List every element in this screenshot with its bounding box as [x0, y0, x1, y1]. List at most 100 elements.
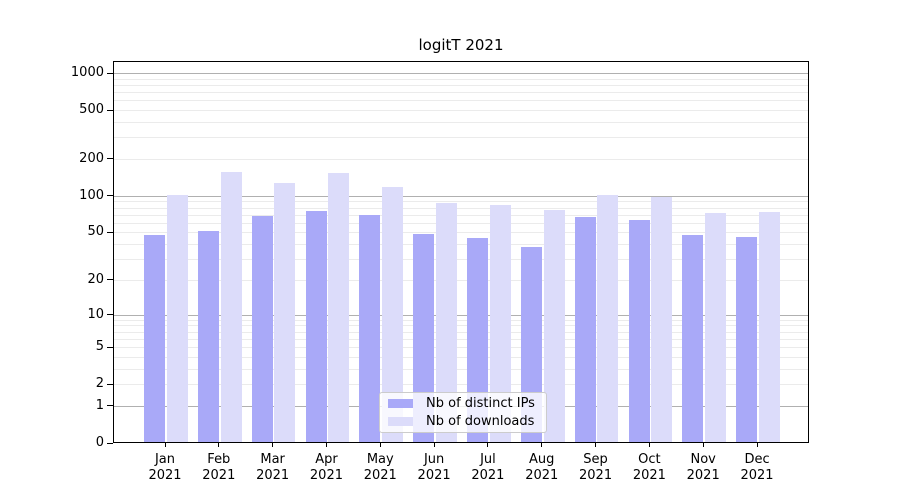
- x-tick-label-line: Jan: [154, 452, 176, 467]
- bar-distinct-ips: [628, 220, 650, 442]
- minor-gridline: [114, 78, 808, 80]
- plot-area: Nb of distinct IPs Nb of downloads: [113, 61, 809, 443]
- bar-downloads: [382, 186, 404, 442]
- y-tick-mark: [107, 383, 113, 385]
- y-tick-mark: [107, 346, 113, 348]
- bar-downloads: [758, 212, 780, 442]
- minor-gridline: [114, 368, 808, 370]
- x-tick-mark: [756, 443, 758, 447]
- bar-downloads: [328, 172, 350, 442]
- bar-distinct-ips: [467, 238, 489, 442]
- x-tick-mark: [541, 443, 543, 447]
- minor-gridline: [114, 110, 808, 112]
- y-tick-label: 1000: [70, 65, 104, 80]
- x-tick-label: Oct 2021: [621, 452, 677, 483]
- y-tick-mark: [107, 109, 113, 111]
- bar-downloads: [489, 204, 511, 442]
- y-tick-label: 500: [79, 102, 104, 118]
- bar-distinct-ips: [198, 231, 220, 442]
- minor-gridline: [114, 232, 808, 234]
- x-tick-label: Aug 2021: [514, 452, 570, 483]
- minor-gridline: [114, 356, 808, 358]
- x-tick-label-line: Feb: [207, 452, 231, 467]
- x-tick-label: May 2021: [352, 452, 408, 483]
- x-tick-label-line: Nov: [690, 452, 716, 467]
- major-gridline: [114, 195, 808, 197]
- x-tick-label-line: May: [366, 452, 394, 467]
- x-tick-mark: [648, 443, 650, 447]
- minor-gridline: [114, 259, 808, 261]
- y-tick-mark: [107, 405, 113, 407]
- x-tick-label-line: 2021: [632, 467, 666, 483]
- x-tick-mark: [325, 443, 327, 447]
- y-tick-label: 5: [95, 339, 104, 355]
- minor-gridline: [114, 222, 808, 224]
- bar-distinct-ips: [682, 234, 704, 442]
- y-tick-label: 50: [87, 224, 104, 240]
- x-tick-mark: [702, 443, 704, 447]
- bar-distinct-ips: [736, 237, 758, 442]
- bar-downloads: [274, 183, 296, 442]
- x-tick-label-line: 2021: [417, 467, 451, 483]
- y-tick-label: 0: [95, 435, 104, 450]
- y-tick-label: 100: [79, 187, 104, 203]
- x-tick-label-line: 2021: [363, 467, 397, 483]
- minor-gridline: [114, 214, 808, 216]
- y-tick-mark: [107, 231, 113, 233]
- y-tick-mark: [107, 72, 113, 74]
- minor-gridline: [114, 331, 808, 333]
- x-tick-label-line: Dec: [744, 452, 770, 467]
- bar-downloads: [543, 210, 565, 442]
- y-tick-mark: [107, 158, 113, 160]
- bar-distinct-ips: [251, 216, 273, 442]
- major-gridline: [114, 314, 808, 316]
- x-tick-mark: [595, 443, 597, 447]
- minor-gridline: [114, 92, 808, 94]
- x-tick-label: Apr 2021: [298, 452, 354, 483]
- x-tick-label-line: Jul: [480, 452, 496, 467]
- x-tick-label: Sep 2021: [568, 452, 624, 483]
- legend-entry: Nb of downloads: [386, 414, 540, 429]
- legend: Nb of distinct IPs Nb of downloads: [379, 392, 547, 433]
- chart-title: logitT 2021: [418, 36, 504, 54]
- y-tick-label: 2: [95, 376, 104, 392]
- x-tick-label-line: 2021: [256, 467, 290, 483]
- bar-downloads: [220, 172, 242, 442]
- minor-gridline: [114, 158, 808, 160]
- x-tick-label-line: 2021: [309, 467, 343, 483]
- x-tick-label: Feb 2021: [191, 452, 247, 483]
- x-tick-label-line: Aug: [529, 452, 555, 467]
- x-tick-mark: [433, 443, 435, 447]
- bar-distinct-ips: [305, 210, 327, 442]
- x-tick-label: Jul 2021: [460, 452, 516, 483]
- bar-distinct-ips: [359, 214, 381, 442]
- x-tick-mark: [379, 443, 381, 447]
- x-tick-label: Jun 2021: [406, 452, 462, 483]
- minor-gridline: [114, 338, 808, 340]
- major-gridline: [114, 73, 808, 74]
- minor-gridline: [114, 121, 808, 123]
- x-tick-label-line: Oct: [638, 452, 661, 467]
- x-tick-label-line: 2021: [202, 467, 236, 483]
- x-tick-mark: [487, 443, 489, 447]
- bar-distinct-ips: [574, 216, 596, 442]
- minor-gridline: [114, 279, 808, 281]
- minor-gridline: [114, 207, 808, 209]
- bar-downloads: [166, 194, 188, 442]
- y-tick-label: 10: [87, 306, 104, 322]
- y-tick-label: 200: [79, 150, 104, 166]
- y-tick-mark: [107, 442, 113, 444]
- x-tick-label-line: Jun: [423, 452, 445, 467]
- x-tick-label-line: 2021: [579, 467, 613, 483]
- x-tick-label-line: Sep: [583, 452, 608, 467]
- legend-swatch: [388, 399, 413, 408]
- x-tick-label-line: Apr: [315, 452, 338, 467]
- y-tick-mark: [107, 314, 113, 316]
- x-tick-label: Dec 2021: [729, 452, 785, 483]
- x-tick-label-line: 2021: [740, 467, 774, 483]
- x-tick-label-line: 2021: [471, 467, 505, 483]
- legend-entry: Nb of distinct IPs: [386, 396, 540, 411]
- x-tick-label-line: 2021: [148, 467, 182, 483]
- x-tick-mark: [218, 443, 220, 447]
